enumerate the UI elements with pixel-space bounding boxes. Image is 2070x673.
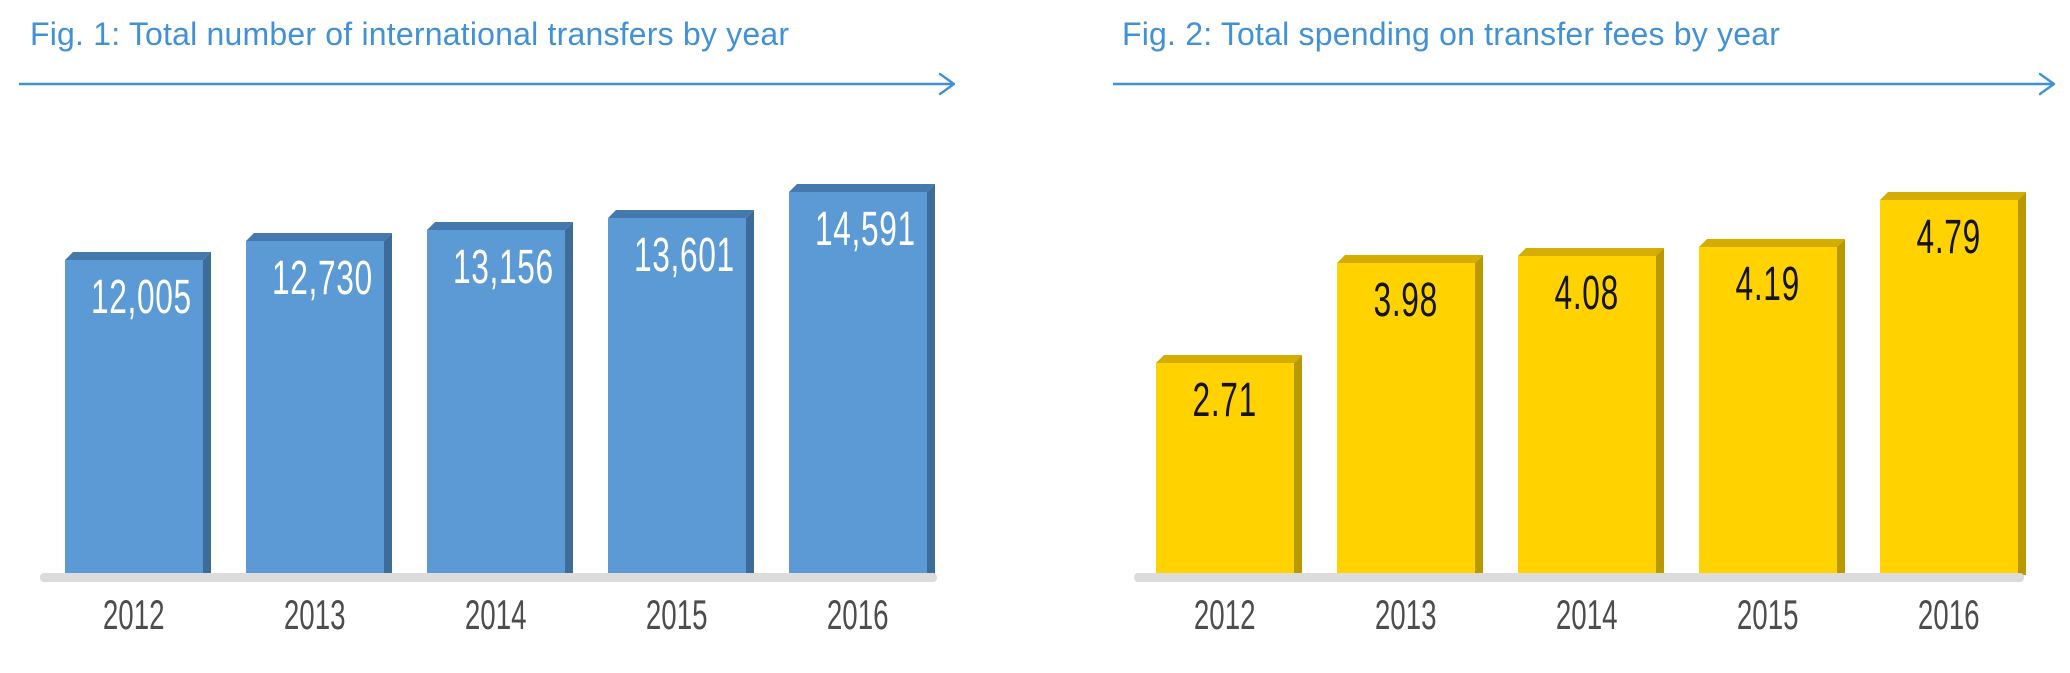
bar-front-face: 4.79 <box>1880 200 2018 575</box>
bar-top-face <box>1880 192 2026 200</box>
arrow-line-icon <box>19 72 956 96</box>
bar-2016: 4.79 <box>1880 192 2026 575</box>
bar-value-text: 13,601 <box>633 229 735 282</box>
bar-value-text: 13,156 <box>452 241 554 294</box>
bar-front-face: 4.19 <box>1699 247 1837 575</box>
bar-2015: 13,601 <box>608 210 754 575</box>
bar-side-face <box>1837 239 1845 575</box>
bar-value-label: 14,591 <box>789 203 927 257</box>
bar-2014: 13,156 <box>427 222 573 575</box>
x-axis-line <box>40 573 937 582</box>
bar-side-face <box>1475 255 1483 575</box>
chart-title: Fig. 2: Total spending on transfer fees … <box>1122 16 1781 52</box>
bar-value-label: 2.71 <box>1156 374 1294 428</box>
bar-2013: 3.98 <box>1337 255 1483 575</box>
bar-top-face <box>1156 355 1302 363</box>
bar-value-label: 4.08 <box>1518 267 1656 321</box>
chart-title: Fig. 1: Total number of international tr… <box>30 16 790 52</box>
bar-front-face: 14,591 <box>789 192 927 575</box>
bar-side-face <box>2018 192 2026 575</box>
bar-value-label: 3.98 <box>1337 274 1475 328</box>
bar-value-label: 13,601 <box>608 229 746 283</box>
bar-top-face <box>1699 239 1845 247</box>
bar-value-text: 4.19 <box>1735 258 1801 311</box>
bar-side-face <box>565 222 573 575</box>
bar-top-face <box>608 210 754 218</box>
bar-value-text: 2.71 <box>1192 374 1258 427</box>
chart-international-transfers: Fig. 1: Total number of international tr… <box>18 14 966 673</box>
bar-front-face: 12,005 <box>65 260 203 575</box>
bar-2013: 12,730 <box>246 233 392 575</box>
bar-front-face: 4.08 <box>1518 256 1656 575</box>
bar-value-text: 12,005 <box>90 271 192 324</box>
bar-side-face <box>1294 355 1302 575</box>
bar-top-face <box>1337 255 1483 263</box>
bar-value-text: 4.08 <box>1554 267 1620 320</box>
plot-area: 2.71 3.98 4.08 4.19 4.79 <box>1112 14 2066 673</box>
bar-value-label: 12,730 <box>246 252 384 306</box>
bar-2015: 4.19 <box>1699 239 1845 575</box>
bar-value-text: 3.98 <box>1373 274 1439 327</box>
bar-value-label: 12,005 <box>65 271 203 325</box>
bar-top-face <box>427 222 573 230</box>
bar-value-label: 13,156 <box>427 241 565 295</box>
bar-value-label: 4.79 <box>1880 211 2018 265</box>
bar-2014: 4.08 <box>1518 248 1664 575</box>
bar-top-face <box>65 252 211 260</box>
bar-side-face <box>746 210 754 575</box>
bar-top-face <box>246 233 392 241</box>
bar-front-face: 12,730 <box>246 241 384 575</box>
bar-front-face: 13,156 <box>427 230 565 575</box>
bar-2016: 14,591 <box>789 184 935 575</box>
bar-front-face: 3.98 <box>1337 263 1475 575</box>
bar-2012: 2.71 <box>1156 355 1302 575</box>
bar-side-face <box>203 252 211 575</box>
chart-transfer-fees: Fig. 2: Total spending on transfer fees … <box>1112 14 2066 673</box>
plot-area: 12,005 12,730 13,156 13,601 14,591 <box>18 14 966 673</box>
bar-value-text: 4.79 <box>1916 211 1982 264</box>
bar-2012: 12,005 <box>65 252 211 575</box>
bar-top-face <box>789 184 935 192</box>
bar-side-face <box>927 184 935 575</box>
bar-front-face: 2.71 <box>1156 363 1294 575</box>
bar-front-face: 13,601 <box>608 218 746 575</box>
bar-value-text: 14,591 <box>814 203 916 256</box>
bar-value-label: 4.19 <box>1699 258 1837 312</box>
bar-side-face <box>384 233 392 575</box>
x-axis-line <box>1134 573 2024 582</box>
bar-side-face <box>1656 248 1664 575</box>
bar-top-face <box>1518 248 1664 256</box>
bar-value-text: 12,730 <box>271 252 373 305</box>
arrow-line-icon <box>1113 72 2056 96</box>
